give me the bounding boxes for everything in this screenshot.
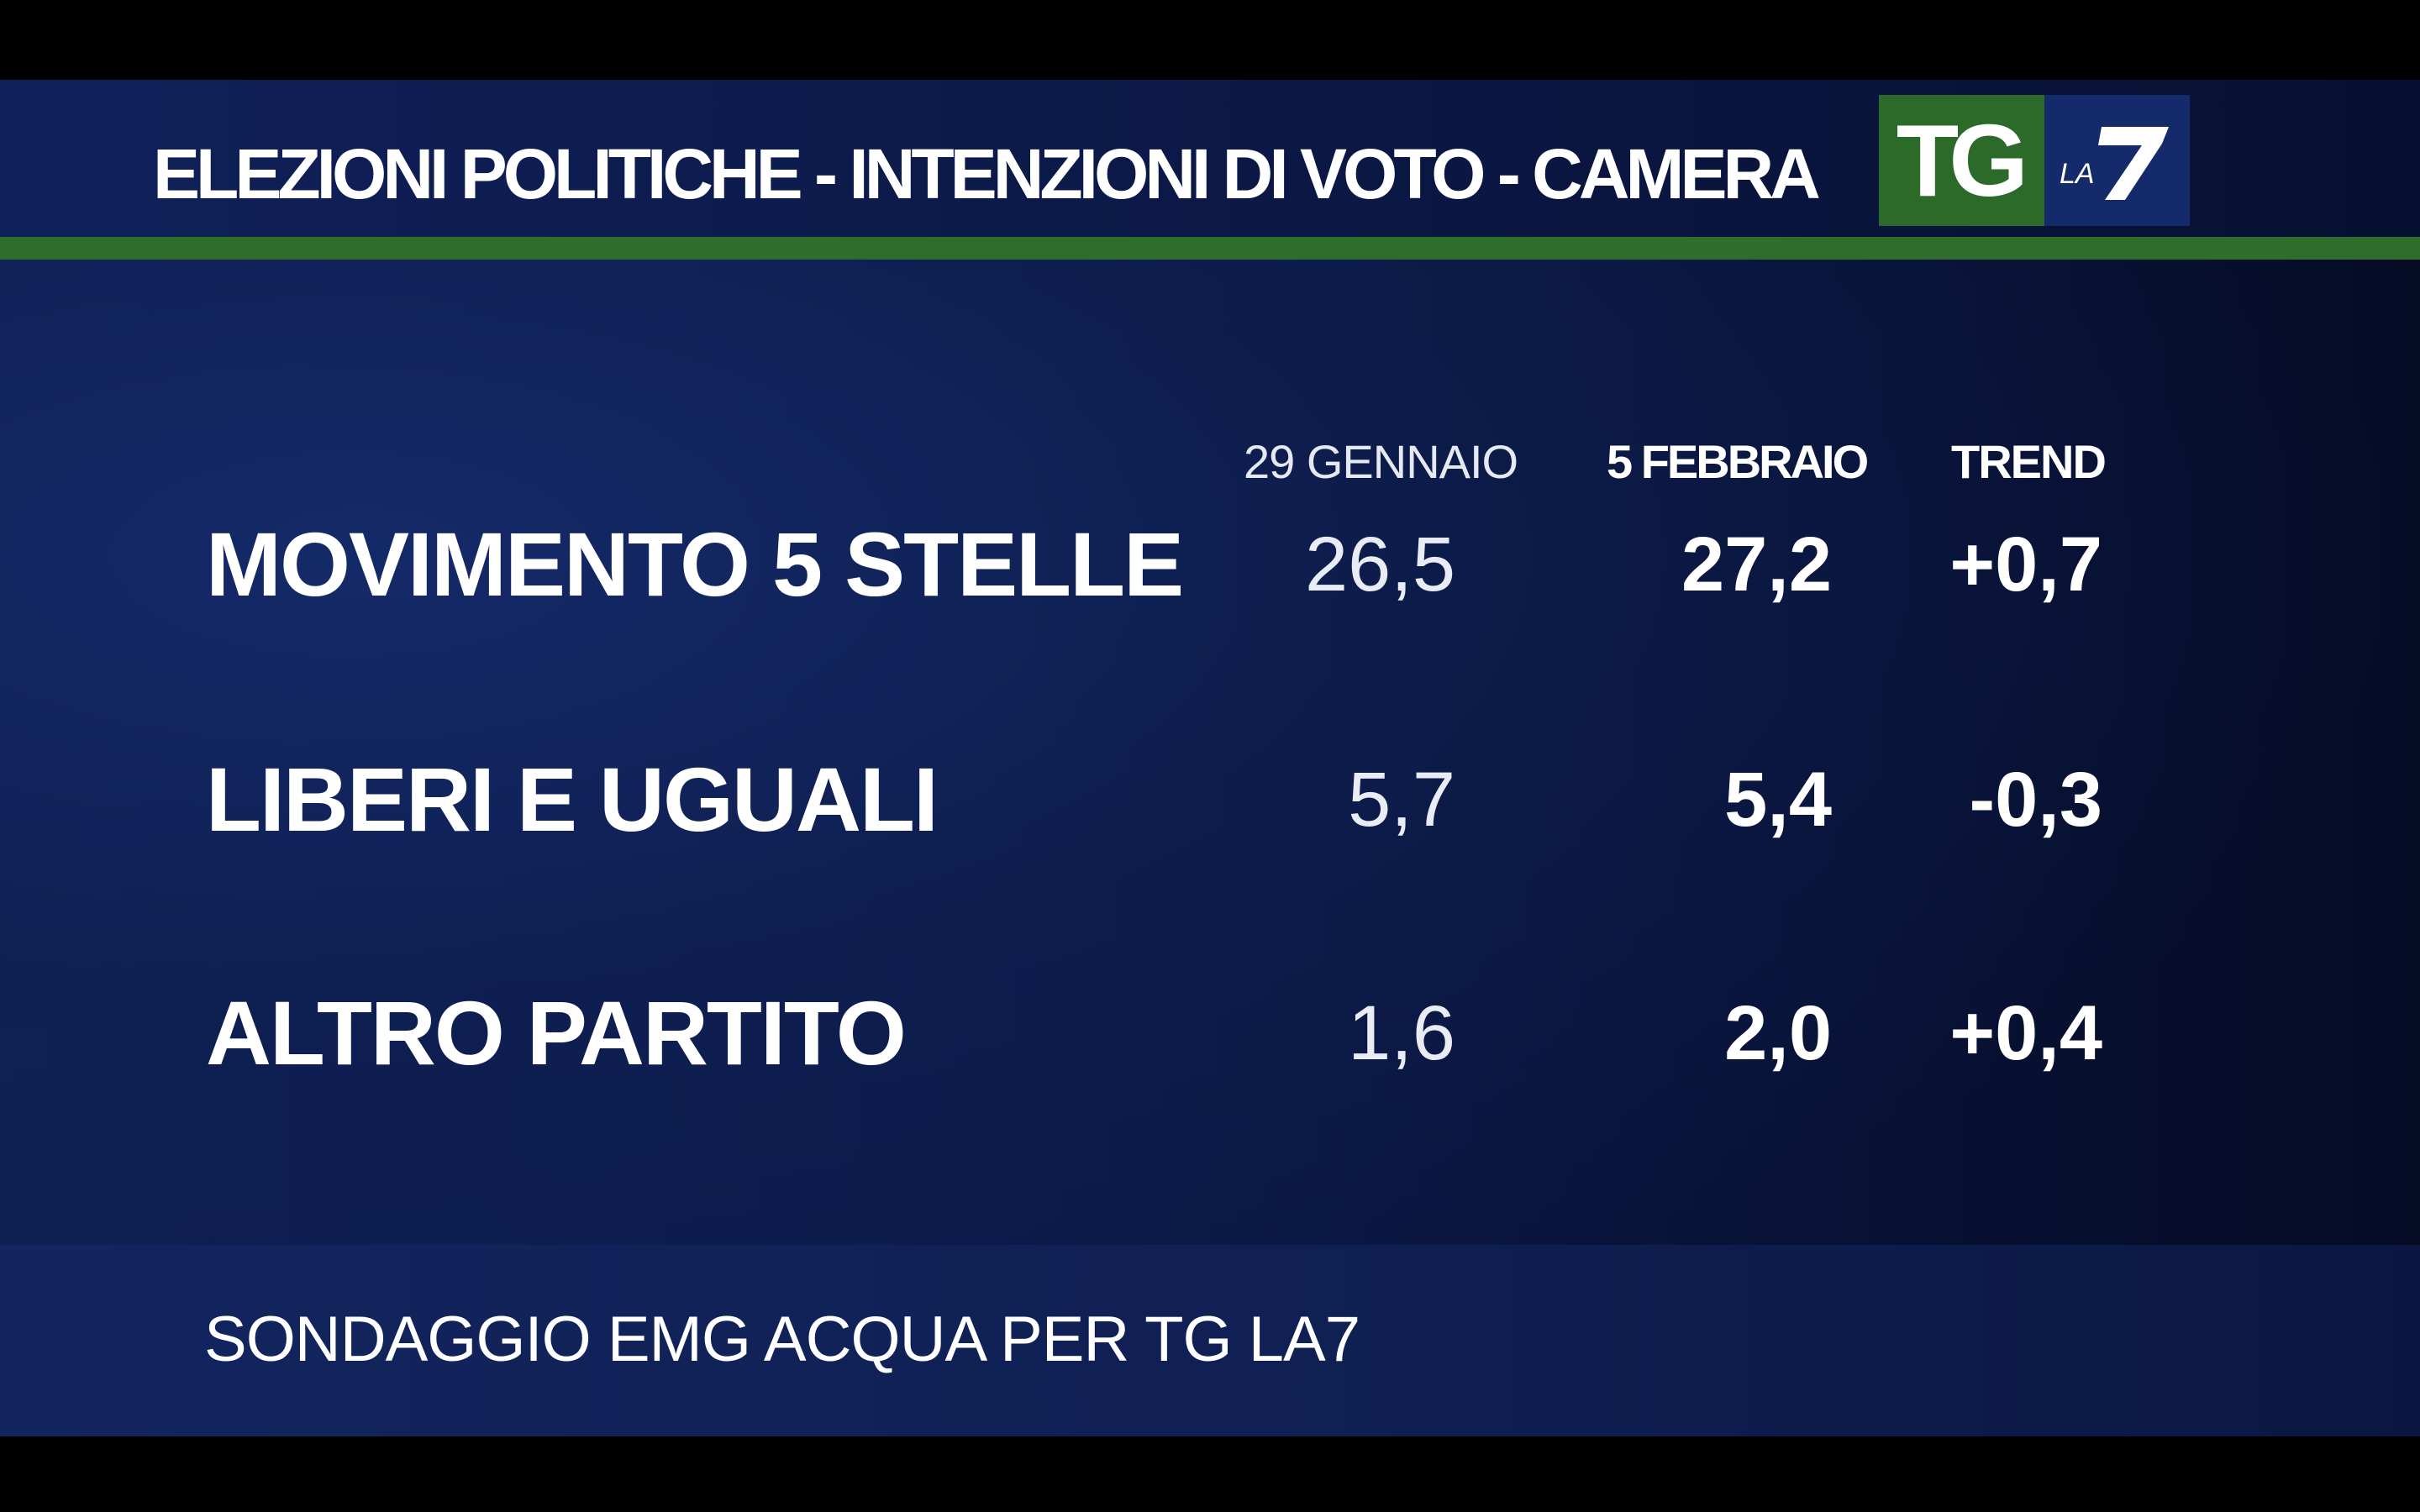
value-5-febbraio: 5,4 (1724, 757, 1832, 843)
value-5-febbraio: 2,0 (1724, 990, 1832, 1076)
graphic-title: ELEZIONI POLITICHE - INTENZIONI DI VOTO … (153, 134, 1821, 213)
value-trend: -0,3 (1969, 757, 2102, 843)
table-row: ALTRO PARTITO 1,6 2,0 +0,4 (0, 979, 2420, 1088)
poll-graphic-panel (0, 80, 2420, 1436)
column-header-5-febbraio: 5 FEBBRAIO (1607, 435, 1869, 488)
value-5-febbraio: 27,2 (1681, 522, 1832, 607)
tg-la7-logo: TG LA (1879, 95, 2190, 226)
column-header-trend: TREND (1951, 435, 2107, 488)
logo-tg-text: TG (1879, 95, 2044, 226)
value-29-gennaio: 26,5 (1304, 522, 1455, 607)
letterbox-top (0, 0, 2420, 80)
value-trend: +0,4 (1949, 990, 2102, 1076)
poll-source: SONDAGGIO EMG ACQUA PER TG LA7 (204, 1304, 1360, 1375)
table-row: MOVIMENTO 5 STELLE 26,5 27,2 +0,7 (0, 510, 2420, 619)
green-divider (0, 237, 2420, 260)
party-name: MOVIMENTO 5 STELLE (206, 513, 1184, 615)
source-band (0, 1245, 2420, 1436)
logo-la-text: LA (2060, 158, 2095, 190)
logo-seven-shape (2098, 127, 2169, 200)
party-name: LIBERI E UGUALI (206, 748, 939, 850)
value-29-gennaio: 5,7 (1348, 757, 1455, 843)
value-trend: +0,7 (1949, 522, 2102, 607)
party-name: ALTRO PARTITO (206, 982, 907, 1084)
logo-la7-mark: LA (2044, 95, 2190, 226)
la7-glyph-icon: LA (2060, 127, 2169, 200)
table-row: LIBERI E UGUALI 5,7 5,4 -0,3 (0, 745, 2420, 854)
letterbox-bottom (0, 1436, 2420, 1512)
value-29-gennaio: 1,6 (1348, 990, 1455, 1076)
column-header-29-gennaio: 29 GENNAIO (1244, 435, 1518, 488)
